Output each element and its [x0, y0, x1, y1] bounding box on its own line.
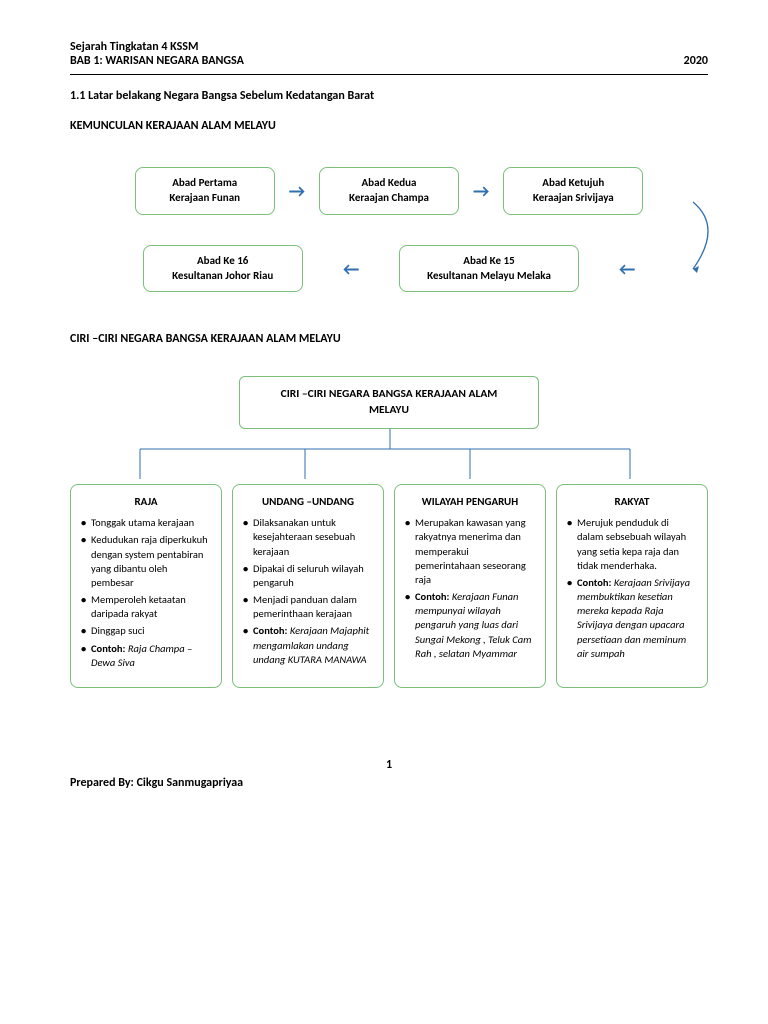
header-year: 2020 — [684, 54, 708, 68]
col-title: WILAYAH PENGARUH — [405, 495, 535, 510]
arrow-icon: → — [289, 180, 305, 202]
col-list: Tonggak utama kerajaan Kedudukan raja di… — [81, 516, 211, 670]
list-item-contoh: Contoh: Raja Champa – Dewa Siva — [81, 642, 211, 670]
list-item-contoh: Contoh: Kerajaan Funan mempunyai wilayah… — [405, 590, 535, 661]
flow-row-1: Abad Pertama Kerajaan Funan → Abad Kedua… — [70, 167, 708, 215]
section-subtitle: KEMUNCULAN KERAJAAN ALAM MELAYU — [70, 119, 708, 133]
columns-row: RAJA Tonggak utama kerajaan Kedudukan ra… — [70, 484, 708, 688]
list-item: Dilaksanakan untuk kesejahteraan sesebua… — [243, 516, 373, 559]
list-item: Dipakai di seluruh wilayah pengaruh — [243, 562, 373, 590]
footer-author: Prepared By: Cikgu Sanmugapriyaa — [70, 776, 708, 790]
col-raja: RAJA Tonggak utama kerajaan Kedudukan ra… — [70, 484, 222, 688]
list-item: Kedudukan raja diperkukuh dengan system … — [81, 533, 211, 590]
flow-box-4-l1: Abad Ke 15 — [463, 254, 514, 267]
section-title: 1.1 Latar belakang Negara Bangsa Sebelum… — [70, 89, 708, 103]
list-item: Menjadi panduan dalam pemerinthaan keraj… — [243, 593, 373, 621]
arrow-icon: → — [473, 180, 489, 202]
col-title: RAJA — [81, 495, 211, 510]
flow-box-5-l1: Abad Ke 16 — [197, 254, 248, 267]
header-rule — [70, 74, 708, 75]
col-undang: UNDANG –UNDANG Dilaksanakan untuk keseja… — [232, 484, 384, 688]
flow-box-4: Abad Ke 15 Kesultanan Melayu Melaka — [399, 245, 579, 293]
flow-box-1: Abad Pertama Kerajaan Funan — [135, 167, 275, 215]
flow-box-3-l1: Abad Ketujuh — [542, 176, 604, 189]
list-item: Tonggak utama kerajaan — [81, 516, 211, 530]
contoh-label: Contoh: — [577, 576, 611, 589]
col-rakyat: RAKYAT Merujuk penduduk di dalam sebsebu… — [556, 484, 708, 688]
tree-diagram: CIRI –CIRI NEGARA BANGSA KERAJAAN ALAM M… — [70, 376, 708, 688]
list-item-contoh: Contoh: Kerajaan Srivijaya membuktikan k… — [567, 576, 697, 661]
col-list: Merujuk penduduk di dalam sebsebuah wila… — [567, 516, 697, 661]
flow-box-2: Abad Kedua Keraajan Champa — [319, 167, 459, 215]
list-item-contoh: Contoh: Kerajaan Majaphit mengamlakan un… — [243, 624, 373, 667]
tree-connector-lines — [70, 429, 708, 484]
tree-root-l2: MELAYU — [369, 403, 409, 417]
flow-row-2: Abad Ke 16 Kesultanan Johor Riau → Abad … — [70, 245, 708, 293]
flow-box-5-l2: Kesultanan Johor Riau — [172, 269, 273, 282]
list-item: Merujuk penduduk di dalam sebsebuah wila… — [567, 516, 697, 573]
header-chapter: BAB 1: WARISAN NEGARA BANGSA — [70, 54, 244, 68]
section-subhead-2: CIRI –CIRI NEGARA BANGSA KERAJAAN ALAM M… — [70, 332, 708, 346]
flow-box-2-l2: Keraajan Champa — [349, 191, 429, 204]
flow-box-2-l1: Abad Kedua — [362, 176, 417, 189]
document-header: Sejarah Tingkatan 4 KSSM BAB 1: WARISAN … — [70, 40, 708, 68]
header-chapter-row: BAB 1: WARISAN NEGARA BANGSA 2020 — [70, 54, 708, 68]
list-item: Memperoleh ketaatan daripada rakyat — [81, 593, 211, 621]
arrow-left-icon: → — [343, 258, 359, 280]
col-title: RAKYAT — [567, 495, 697, 510]
list-item: Merupakan kawasan yang rakyatnya menerim… — [405, 516, 535, 587]
flow-box-4-l2: Kesultanan Melayu Melaka — [427, 269, 551, 282]
flow-box-3-l2: Keraajan Srivijaya — [533, 191, 614, 204]
flow-box-1-l2: Kerajaan Funan — [169, 191, 240, 204]
arrow-left-icon: → — [619, 258, 635, 280]
contoh-label: Contoh: — [253, 624, 287, 637]
flow-box-5: Abad Ke 16 Kesultanan Johor Riau — [143, 245, 303, 293]
col-list: Dilaksanakan untuk kesejahteraan sesebua… — [243, 516, 373, 667]
flow-box-3: Abad Ketujuh Keraajan Srivijaya — [503, 167, 643, 215]
col-wilayah: WILAYAH PENGARUH Merupakan kawasan yang … — [394, 484, 546, 688]
tree-root-box: CIRI –CIRI NEGARA BANGSA KERAJAAN ALAM M… — [239, 376, 539, 429]
tree-root-l1: CIRI –CIRI NEGARA BANGSA KERAJAAN ALAM — [281, 387, 498, 401]
page-number: 1 — [70, 758, 708, 772]
col-title: UNDANG –UNDANG — [243, 495, 373, 510]
contoh-label: Contoh: — [415, 590, 449, 603]
header-subject: Sejarah Tingkatan 4 KSSM — [70, 40, 708, 54]
contoh-label: Contoh: — [91, 642, 125, 655]
flow-box-1-l1: Abad Pertama — [172, 176, 237, 189]
list-item: Dinggap suci — [81, 624, 211, 638]
col-list: Merupakan kawasan yang rakyatnya menerim… — [405, 516, 535, 661]
